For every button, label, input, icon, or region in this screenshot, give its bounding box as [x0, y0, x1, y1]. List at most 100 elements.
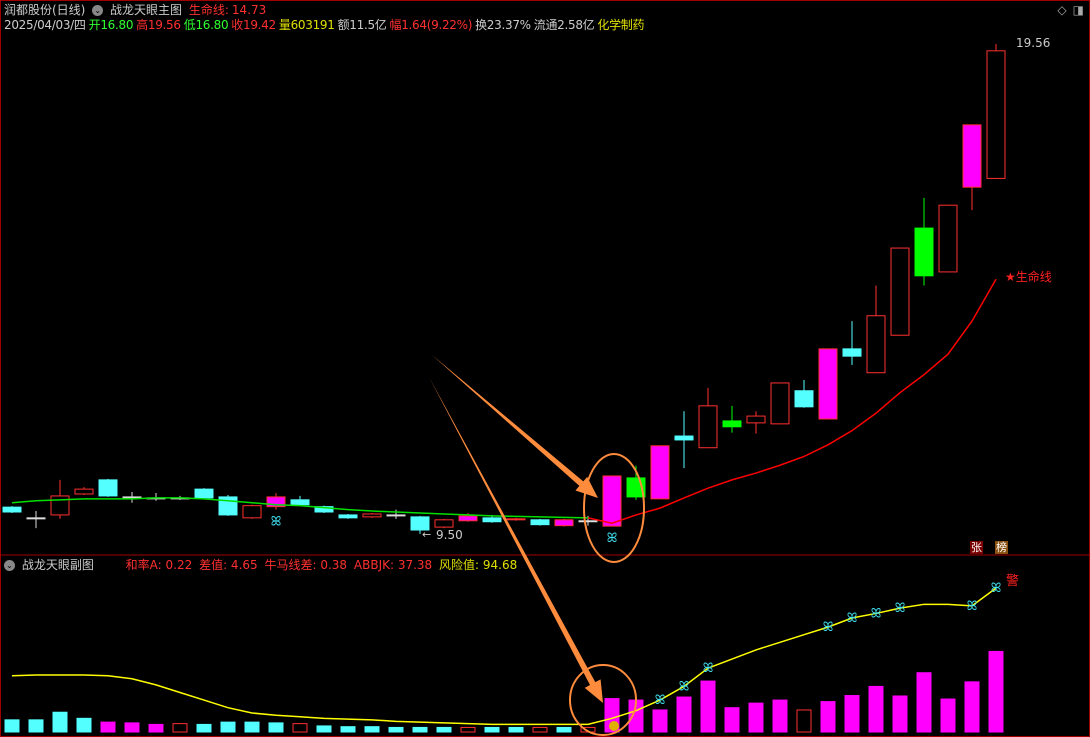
candle — [602, 475, 622, 527]
volume: 量603191 — [279, 18, 335, 32]
abbjk: ABBJK: 37.38 — [353, 558, 433, 572]
candle — [530, 518, 550, 526]
candle — [146, 493, 166, 501]
butterfly-signal-icon: ꕤ — [871, 606, 882, 621]
candle-body — [914, 227, 934, 277]
candle — [386, 509, 406, 519]
sub-bar — [100, 721, 116, 733]
sub-bar — [724, 707, 740, 733]
candle-body — [26, 517, 46, 520]
lifeline-green — [11, 497, 589, 519]
panel-toggle-icon[interactable]: ◨ — [1072, 3, 1084, 17]
volume-label: 量 — [278, 18, 291, 32]
sub-bar — [268, 722, 284, 733]
stock-title: 润都股份(日线) — [4, 3, 86, 17]
zhang-badge[interactable]: 张 — [970, 541, 983, 554]
sub-bar — [940, 698, 956, 733]
quote-bar: 2025/04/03/四 开16.80 高19.56 低16.80 收19.42 量603… — [4, 16, 647, 33]
sub-bar — [436, 726, 452, 733]
candle — [242, 504, 262, 519]
sub-bar — [364, 726, 380, 733]
diamond-icon[interactable]: ◇ — [1057, 3, 1067, 17]
chevron-down-icon[interactable]: ⌄ — [92, 5, 104, 16]
sub-bar — [460, 726, 476, 733]
sub-bar — [28, 719, 44, 733]
candle-body — [98, 479, 118, 497]
candle-body — [866, 315, 886, 374]
candle — [746, 411, 766, 434]
close-label: 收 — [231, 18, 243, 32]
risk-line — [11, 587, 997, 726]
sub-indicator-name[interactable]: 战龙天眼副图 — [21, 558, 94, 572]
candle — [890, 247, 910, 336]
butterfly-signal-icon: ꕤ — [607, 531, 618, 546]
candle — [722, 405, 742, 433]
sub-bar — [772, 699, 788, 733]
butterfly-signal-icon: ꕤ — [655, 693, 666, 708]
butterfly-signal-icon: ꕤ — [991, 581, 1002, 596]
candle — [122, 492, 142, 503]
candle-body — [458, 515, 478, 522]
close: 收19.42 — [231, 18, 276, 32]
candle-body — [194, 488, 214, 499]
candle-body — [650, 445, 670, 500]
sector[interactable]: 化学制药 — [597, 18, 645, 32]
candle — [506, 517, 526, 521]
candle-body — [242, 505, 262, 519]
sub-bar — [652, 709, 668, 733]
sub-bar — [52, 711, 68, 733]
sub-bar — [868, 685, 884, 733]
lifeline-end-label: ★生命线 — [1005, 270, 1052, 284]
sub-bar — [964, 681, 980, 733]
candle-body — [578, 520, 598, 523]
candle — [74, 487, 94, 495]
open: 开16.80 — [89, 18, 134, 32]
sub-bar — [820, 701, 836, 733]
candle — [338, 513, 358, 519]
max-price-label: 19.56 — [1016, 36, 1051, 50]
sub-bar — [484, 726, 500, 733]
butterfly-signal-icon: ꕤ — [847, 611, 858, 626]
sub-bar — [172, 723, 188, 733]
candle-body — [842, 348, 862, 357]
sub-bar — [4, 719, 20, 733]
change-value: 1.64(9.22%) — [401, 18, 473, 32]
turnover: 换23.37% — [475, 18, 531, 32]
date: 2025/04/03/四 — [4, 18, 86, 32]
open-label: 开 — [88, 18, 101, 32]
candle-body — [962, 124, 982, 188]
indicator-name[interactable]: 战龙天眼主图 — [110, 3, 183, 17]
candle — [98, 478, 118, 497]
candle — [194, 488, 214, 499]
candle — [2, 506, 22, 513]
candle — [650, 445, 670, 500]
candle-body — [890, 247, 910, 336]
candle-body — [482, 517, 502, 523]
candle — [266, 493, 286, 510]
candle — [938, 204, 958, 273]
sub-bar — [196, 723, 212, 733]
candle-body — [266, 496, 286, 508]
min-arrow-icon: ← — [422, 528, 431, 541]
candle — [770, 382, 790, 425]
low-value: 16.80 — [195, 18, 229, 32]
candle — [554, 518, 574, 527]
bang-badge[interactable]: 榜 — [995, 541, 1008, 554]
candle-body — [722, 420, 742, 428]
sub-bar — [316, 725, 332, 733]
candle — [434, 518, 454, 529]
open-value: 16.80 — [100, 18, 134, 32]
candle-body — [434, 519, 454, 528]
sub-bar — [700, 680, 716, 733]
candle-body — [314, 506, 334, 513]
butterfly-signal-icon: ꕤ — [271, 515, 282, 530]
chevron-down-icon[interactable]: ⌄ — [4, 560, 15, 571]
candle — [674, 411, 694, 469]
highlight-circle — [583, 453, 645, 563]
sub-bar — [916, 672, 932, 733]
candle — [794, 380, 814, 408]
candle — [362, 512, 382, 518]
candle-body — [530, 519, 550, 526]
low-label: 低 — [183, 18, 196, 32]
